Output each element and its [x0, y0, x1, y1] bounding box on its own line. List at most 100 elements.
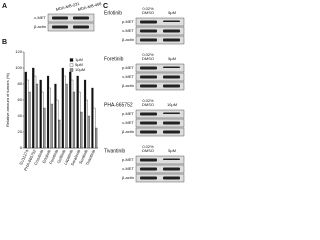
- blot-band: [140, 167, 157, 171]
- blot-row-label: c-MET: [122, 28, 134, 33]
- blot-row-label: β-actin: [122, 175, 134, 180]
- blot-band: [163, 158, 180, 160]
- legend-swatch: [69, 63, 74, 67]
- blot-box: [47, 22, 95, 32]
- blot-band: [140, 29, 157, 33]
- y-axis-label: Relative amount of tumors (%): [5, 72, 10, 127]
- blot-row-label: p-MET: [122, 19, 135, 24]
- bar: [85, 99, 88, 149]
- y-tick-label: 100: [15, 65, 22, 70]
- blot-band: [140, 38, 157, 42]
- x-tick-label: Erlotinib: [41, 148, 52, 164]
- blot-title: Foretinib: [104, 56, 124, 62]
- y-tick-label: 0: [20, 145, 23, 150]
- blot-row-label: p-MET: [122, 65, 135, 70]
- bar: [32, 67, 35, 149]
- y-tick-label: 60: [18, 97, 23, 102]
- blot-box: [135, 17, 185, 27]
- bar: [95, 127, 98, 149]
- bar: [69, 71, 72, 149]
- blot-band: [140, 130, 157, 134]
- bar: [48, 87, 51, 149]
- blot-column-label: 5μM: [168, 10, 176, 15]
- blot-column-label: 0.02%: [142, 144, 154, 149]
- blot-title: Tivantinib: [104, 148, 125, 154]
- x-tick-label: Sunitinib: [78, 148, 89, 165]
- blot-column-label: DMSO: [142, 148, 154, 153]
- y-tick-label: 20: [18, 129, 23, 134]
- blot-band: [52, 25, 68, 29]
- blot-row-label: c-MET: [122, 120, 134, 125]
- blot-box: [135, 35, 185, 45]
- blot-column-label: 0.02%: [142, 6, 154, 11]
- blot-band: [163, 121, 180, 125]
- bar: [71, 79, 74, 149]
- legend-label: 5μM: [75, 62, 83, 67]
- blot-row-label: c-MET: [122, 74, 134, 79]
- y-tick-label: 120: [15, 49, 22, 54]
- blot-band: [163, 176, 180, 180]
- blot-box: [135, 26, 185, 36]
- blot-row-label: β-actin: [122, 83, 134, 88]
- blot-title: PHA-665752: [104, 102, 133, 108]
- blot-band: [163, 84, 180, 88]
- bar: [34, 75, 37, 149]
- x-tick-label: SU11274: [18, 148, 30, 166]
- panel-label: B: [2, 39, 7, 46]
- blot-column-label: MDA-MB-468: [77, 1, 102, 12]
- blot-band: [163, 38, 180, 42]
- bar: [78, 91, 81, 149]
- blot-column-label: DMSO: [142, 102, 154, 107]
- bar: [58, 119, 61, 149]
- blot-column-label: MDA-MB-231: [55, 1, 80, 12]
- blot-box: [135, 127, 185, 137]
- legend-label: 1μM: [75, 57, 83, 62]
- bar: [39, 79, 42, 149]
- blot-row-label: c-MET: [122, 166, 134, 171]
- legend-swatch: [69, 58, 74, 62]
- blot-box: [135, 81, 185, 91]
- bar: [63, 75, 66, 149]
- blot-band: [140, 84, 157, 88]
- blot-row-label: p-MET: [122, 111, 135, 116]
- bar: [87, 115, 90, 149]
- blot-row-label: c-MET: [34, 15, 46, 20]
- blot-band: [163, 130, 180, 134]
- legend-label: 10μM: [75, 67, 85, 72]
- blot-column-label: 5μM: [168, 148, 176, 153]
- bar: [35, 83, 39, 149]
- blot-column-label: 0.02%: [142, 52, 154, 57]
- blot-band: [163, 75, 180, 79]
- blot-box: [135, 118, 185, 128]
- blot-column-label: 5μM: [168, 56, 176, 61]
- bar: [54, 83, 57, 149]
- bar: [50, 103, 53, 149]
- blot-band: [73, 25, 89, 29]
- blot-band: [140, 75, 157, 79]
- blot-box: [135, 72, 185, 82]
- blot-row-label: β-actin: [122, 37, 134, 42]
- blot-band: [140, 176, 157, 180]
- bar: [83, 79, 87, 149]
- bar: [76, 75, 79, 149]
- blot-band: [163, 66, 180, 68]
- blot-box: [135, 155, 185, 165]
- bar: [26, 79, 29, 149]
- bar: [80, 111, 83, 149]
- bar: [65, 83, 68, 149]
- blot-band: [140, 112, 157, 116]
- y-tick-label: 80: [18, 81, 23, 86]
- bar: [46, 75, 50, 149]
- panel-label: C: [103, 3, 108, 10]
- blot-column-label: DMSO: [142, 56, 154, 61]
- x-tick-label: Lapatinib: [63, 148, 75, 166]
- blot-band: [163, 20, 180, 22]
- y-tick-label: 40: [18, 113, 23, 118]
- blot-box: [47, 13, 95, 23]
- bar: [91, 87, 94, 149]
- blot-column-label: DMSO: [142, 10, 154, 15]
- x-tick-label: Crizotinib: [33, 148, 45, 166]
- blot-box: [135, 164, 185, 174]
- bar: [61, 67, 64, 149]
- blot-row-label: β-actin: [122, 129, 134, 134]
